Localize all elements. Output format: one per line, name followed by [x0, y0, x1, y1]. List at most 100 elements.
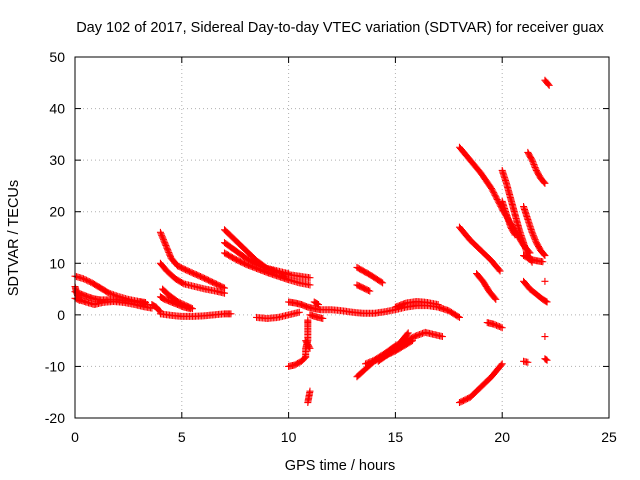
data-point	[541, 333, 549, 341]
x-tick-label: 25	[601, 429, 617, 445]
data-point	[403, 330, 411, 338]
data-point	[319, 314, 327, 322]
data-point	[531, 236, 539, 244]
data-point	[306, 281, 314, 289]
y-tick-label: 40	[49, 101, 65, 117]
x-axis-label: GPS time / hours	[285, 458, 395, 474]
data-point	[187, 304, 195, 312]
series-arc-27	[455, 223, 504, 275]
data-point	[495, 266, 503, 274]
series-arc-17	[306, 311, 327, 322]
data-point	[379, 279, 387, 287]
data-point	[510, 230, 518, 238]
y-tick-label: -10	[45, 358, 65, 374]
series-arc-36	[541, 76, 553, 89]
data-point	[528, 156, 536, 164]
data-point	[542, 297, 550, 305]
data-points	[71, 76, 553, 407]
data-point	[221, 289, 229, 297]
data-point	[306, 344, 314, 352]
data-point	[404, 329, 412, 337]
data-point	[496, 267, 504, 275]
data-point	[227, 310, 235, 318]
data-point	[313, 300, 321, 308]
x-tick-label: 5	[178, 429, 186, 445]
data-point	[188, 305, 196, 313]
data-point	[75, 296, 83, 304]
x-tick-label: 0	[71, 429, 79, 445]
series-arc-39	[541, 355, 551, 364]
series-arc-16	[391, 297, 442, 311]
data-point	[159, 234, 167, 242]
series-arc-25	[374, 329, 412, 365]
series-arc-06	[156, 228, 229, 292]
data-point	[498, 360, 506, 368]
data-point	[529, 159, 537, 167]
series-arc-21	[353, 263, 387, 287]
y-tick-label: 50	[49, 49, 65, 65]
data-point	[158, 233, 166, 241]
data-point	[305, 343, 313, 351]
x-tick-labels: 0 5 10 15 20 25	[71, 429, 617, 445]
data-point	[156, 228, 164, 236]
data-point	[529, 158, 537, 166]
series-arc-31	[498, 197, 519, 239]
data-point	[543, 356, 551, 364]
data-point	[159, 236, 167, 244]
data-point	[541, 277, 549, 285]
y-tick-label: 0	[57, 307, 65, 323]
series-arc-43	[310, 298, 323, 309]
series-arc-35	[520, 277, 551, 306]
data-point	[497, 361, 505, 369]
data-point	[540, 251, 548, 259]
chart-title: Day 102 of 2017, Sidereal Day-to-day VTE…	[76, 20, 604, 36]
data-point	[483, 319, 491, 327]
data-point	[364, 287, 372, 295]
data-point	[530, 161, 538, 169]
data-point	[304, 399, 312, 407]
series-arc-20	[304, 387, 314, 407]
series-arc-40	[541, 333, 549, 341]
data-point	[530, 233, 538, 241]
data-point	[540, 178, 548, 186]
data-point	[377, 278, 385, 286]
data-point	[528, 228, 536, 236]
x-tick-label: 15	[388, 429, 404, 445]
data-point	[492, 295, 500, 303]
y-tick-label: -20	[45, 410, 65, 426]
data-point	[531, 164, 539, 172]
data-point	[529, 230, 537, 238]
data-point	[295, 308, 303, 316]
series-arc-19	[302, 316, 312, 360]
series-arc-10	[156, 310, 235, 320]
series-arc-13	[221, 249, 314, 289]
data-point	[366, 287, 374, 295]
data-point	[531, 162, 539, 170]
series-arc-28	[473, 270, 500, 303]
series-arc-09	[159, 285, 196, 313]
data-point	[434, 301, 442, 309]
data-point	[455, 313, 463, 321]
data-point	[438, 333, 446, 341]
axis-ticks	[74, 56, 610, 419]
series-arc-33	[520, 203, 549, 260]
series-arc-41	[541, 277, 549, 285]
data-point	[158, 231, 166, 239]
data-point	[491, 294, 499, 302]
data-point	[529, 231, 537, 239]
grid-lines	[75, 57, 609, 418]
data-point	[157, 230, 165, 238]
y-tick-label: 30	[49, 152, 65, 168]
data-point	[306, 274, 314, 282]
data-point	[302, 352, 310, 360]
data-point	[531, 234, 539, 242]
series-arc-22	[353, 281, 374, 295]
series-arc-42	[302, 337, 314, 352]
data-point	[541, 179, 549, 187]
plot-frame	[74, 56, 610, 419]
data-point	[542, 355, 550, 363]
data-point	[544, 80, 552, 88]
series-arc-37	[483, 319, 506, 332]
data-point	[315, 301, 323, 309]
data-point	[545, 81, 553, 89]
